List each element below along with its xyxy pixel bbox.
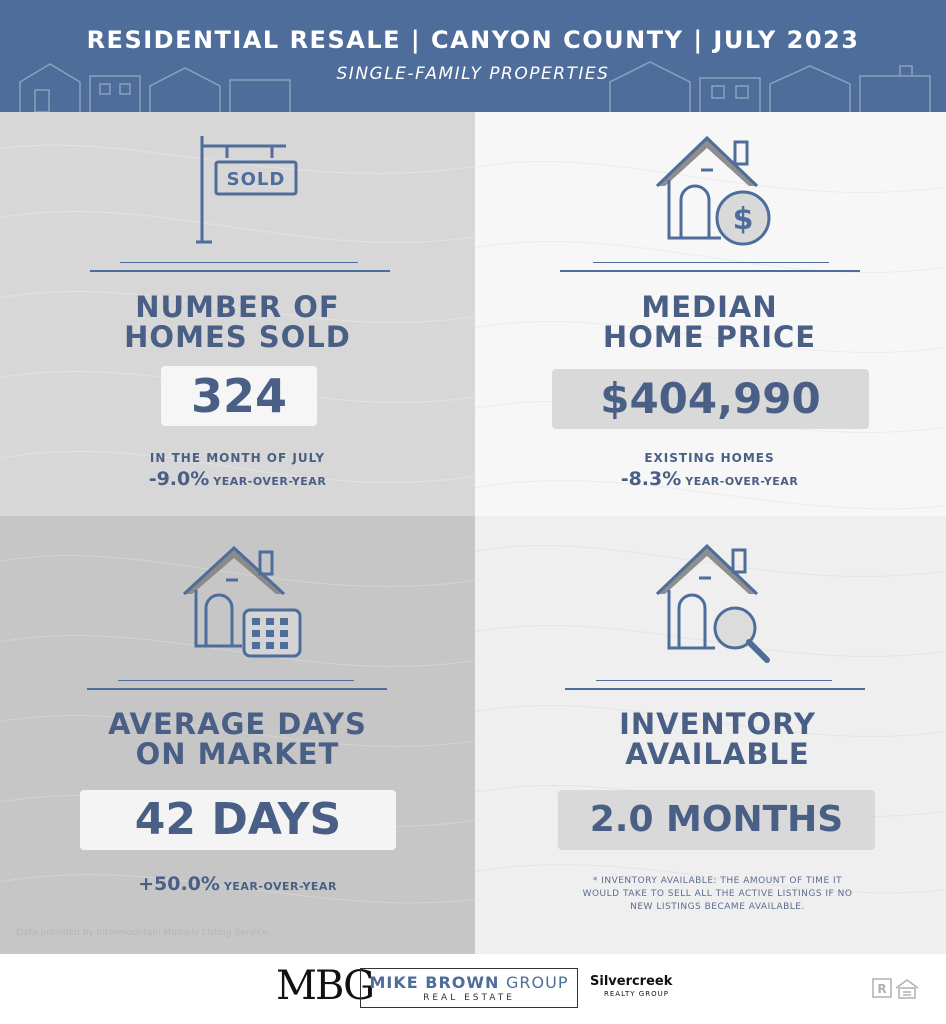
inventory-label-line2: AVAILABLE	[625, 737, 810, 771]
days-on-market-value: 42 DAYS	[80, 790, 396, 850]
median-price-value: $404,990	[552, 369, 869, 429]
silvercreek-subtitle: REALTY GROUP	[604, 990, 669, 998]
brand-name-bold: MIKE BROWN	[369, 973, 500, 992]
sold-sign-icon: SOLD	[196, 136, 298, 244]
days-on-market-yoy-pct: +50.0%	[138, 873, 220, 895]
homes-sold-panel: SOLD NUMBER OF HOMES SOLD 324 IN THE MON…	[0, 112, 475, 516]
days-on-market-label: AVERAGE DAYS ON MARKET	[40, 709, 435, 769]
divider-lower	[87, 688, 387, 690]
divider-lower	[90, 270, 390, 272]
homes-sold-label-line1: NUMBER OF	[135, 290, 340, 324]
house-dollar-icon: $	[655, 135, 771, 246]
median-price-subtext: EXISTING HOMES	[644, 451, 775, 465]
footer: MBG MIKE BROWN GROUP REAL ESTATE Silverc…	[0, 954, 946, 1024]
homes-sold-yoy-pct: -9.0%	[148, 468, 210, 490]
brand-name-light: GROUP	[506, 973, 569, 992]
house-calendar-icon	[182, 546, 302, 658]
equal-housing-icon	[895, 979, 919, 999]
divider-lower	[560, 270, 860, 272]
house-skyline-graphic	[19, 61, 931, 112]
inventory-label: INVENTORY AVAILABLE	[520, 709, 915, 769]
realtor-r-icon: R	[872, 978, 892, 998]
brand-name: MIKE BROWN GROUP	[361, 973, 577, 992]
data-source-credit: Data provided by Intermountain Multiple …	[16, 928, 271, 938]
median-price-yoy: -8.3% YEAR-OVER-YEAR	[512, 468, 907, 490]
homes-sold-label: NUMBER OF HOMES SOLD	[40, 292, 435, 352]
divider-upper	[593, 262, 829, 263]
silvercreek-name: Silvercreek	[590, 974, 673, 989]
days-on-market-label-line1: AVERAGE DAYS	[108, 707, 367, 741]
svg-text:$: $	[733, 202, 754, 237]
mbg-logo-mark: MBG	[276, 963, 375, 1009]
svg-text:SOLD: SOLD	[227, 169, 286, 190]
inventory-value: 2.0 MONTHS	[558, 790, 875, 850]
divider-upper	[596, 680, 832, 681]
inventory-label-line1: INVENTORY	[619, 707, 816, 741]
silvercreek-logo: Silvercreek REALTY GROUP	[590, 974, 673, 1000]
median-price-label-line2: HOME PRICE	[602, 320, 817, 354]
house-search-icon	[655, 544, 770, 663]
inventory-footnote-line1: * INVENTORY AVAILABLE: THE AMOUNT OF TIM…	[592, 876, 843, 886]
days-on-market-panel: AVERAGE DAYS ON MARKET 42 DAYS +50.0% YEA…	[0, 516, 475, 954]
header-banner: RESIDENTIAL RESALE | CANYON COUNTY | JUL…	[0, 0, 946, 112]
inventory-footnote-line3: NEW LISTINGS BECAME AVAILABLE.	[630, 902, 805, 912]
compliance-icons: R	[872, 978, 919, 999]
median-price-label-line1: MEDIAN	[641, 290, 778, 324]
median-price-yoy-pct: -8.3%	[620, 468, 682, 490]
divider-upper	[120, 262, 358, 263]
homes-sold-subtext: IN THE MONTH OF JULY	[149, 451, 326, 465]
median-price-yoy-text: YEAR-OVER-YEAR	[685, 475, 799, 488]
homes-sold-value: 324	[161, 366, 317, 426]
days-on-market-yoy: +50.0% YEAR-OVER-YEAR	[40, 873, 435, 895]
divider-upper	[118, 680, 354, 681]
page-title: RESIDENTIAL RESALE | CANYON COUNTY | JUL…	[86, 26, 860, 54]
median-price-panel: $ MEDIAN HOME PRICE $404,990 EXISTING HO…	[475, 112, 946, 516]
homes-sold-yoy: -9.0% YEAR-OVER-YEAR	[40, 468, 435, 490]
days-on-market-yoy-text: YEAR-OVER-YEAR	[223, 880, 337, 893]
median-price-label: MEDIAN HOME PRICE	[512, 292, 907, 352]
days-on-market-label-line2: ON MARKET	[135, 737, 340, 771]
inventory-footnote-line2: WOULD TAKE TO SELL ALL THE ACTIVE LISTIN…	[582, 889, 853, 899]
divider-lower	[565, 688, 865, 690]
homes-sold-yoy-text: YEAR-OVER-YEAR	[213, 475, 327, 488]
brand-subtitle: REAL ESTATE	[423, 993, 515, 1003]
homes-sold-label-line2: HOMES SOLD	[124, 320, 351, 354]
inventory-footnote: * INVENTORY AVAILABLE: THE AMOUNT OF TIM…	[520, 875, 915, 914]
inventory-panel: INVENTORY AVAILABLE 2.0 MONTHS * INVENTO…	[475, 516, 946, 954]
page-subtitle: SINGLE-FAMILY PROPERTIES	[336, 64, 610, 84]
svg-text:R: R	[877, 982, 886, 996]
mike-brown-group-logo: MIKE BROWN GROUP REAL ESTATE	[360, 968, 578, 1008]
